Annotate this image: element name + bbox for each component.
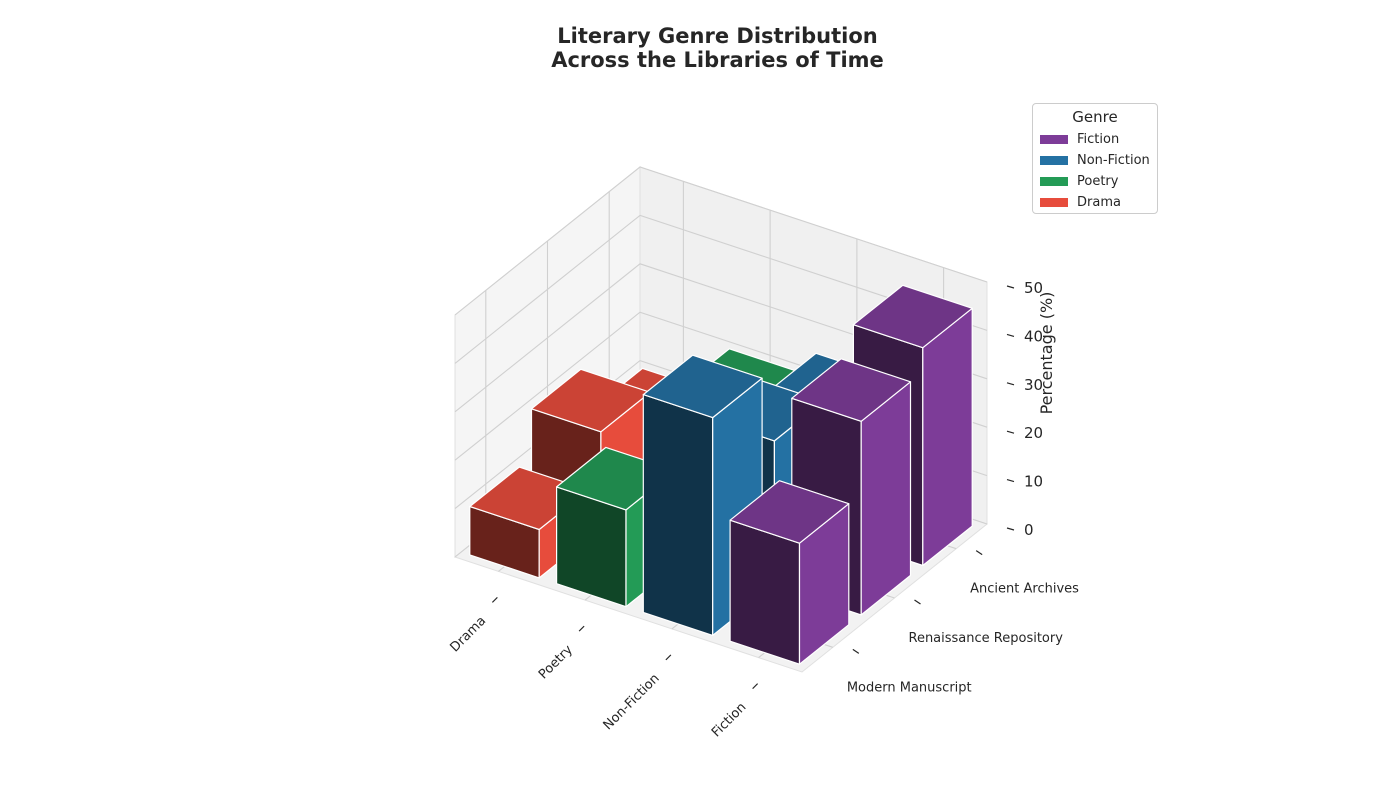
chart-title: Literary Genre Distribution Across the L…: [0, 24, 1400, 72]
z-tick: [1006, 285, 1015, 289]
z-tick: [1006, 527, 1015, 531]
library-tick-label: Modern Manuscript: [847, 680, 972, 695]
legend-label-poetry: Poetry: [1077, 174, 1119, 189]
legend-label-fiction: Fiction: [1077, 132, 1120, 147]
library-tick: [914, 599, 921, 605]
library-tick-label: Ancient Archives: [970, 582, 1079, 597]
legend-swatch-poetry: [1040, 177, 1068, 186]
z-tick: [1006, 430, 1015, 434]
chart-title-line-2: Across the Libraries of Time: [551, 48, 884, 72]
legend: Genre Fiction Non-Fiction Poetry Drama: [1032, 103, 1158, 214]
z-gridline: [454, 214, 988, 364]
legend-label-drama: Drama: [1077, 195, 1121, 210]
z-tick-label: 50: [1024, 279, 1043, 297]
legend-item-fiction: Fiction: [1033, 129, 1157, 150]
genre-tick: [578, 625, 585, 632]
genre-tick: [665, 654, 672, 661]
genre-tick: [491, 596, 498, 603]
legend-title: Genre: [1072, 108, 1118, 126]
z-tick-label: 20: [1024, 424, 1043, 442]
legend-item-drama: Drama: [1033, 192, 1157, 213]
library-tick: [975, 550, 983, 556]
z-tick-label: 40: [1024, 327, 1043, 345]
genre-tick: [752, 683, 759, 690]
z-axis-label: Percentage (%): [1037, 292, 1056, 415]
z-tick: [1006, 333, 1015, 337]
genre-tick-label: Fiction: [709, 700, 749, 740]
genre-tick-label: Poetry: [536, 642, 576, 682]
z-tick-label: 0: [1024, 521, 1034, 539]
z-tick-label: 10: [1024, 473, 1043, 491]
legend-item-non-fiction: Non-Fiction: [1033, 150, 1157, 171]
bar-fiction-modern-manuscript: [729, 480, 850, 665]
legend-swatch-non-fiction: [1040, 156, 1068, 165]
legend-swatch-fiction: [1040, 135, 1068, 144]
library-tick-label: Renaissance Repository: [909, 631, 1064, 646]
bar-non-fiction-modern-manuscript: [642, 354, 763, 637]
genre-tick-label: Drama: [448, 614, 490, 656]
legend-item-poetry: Poetry: [1033, 171, 1157, 192]
library-tick: [852, 648, 860, 654]
chart-title-line-1: Literary Genre Distribution: [557, 24, 878, 48]
z-tick-label: 30: [1024, 376, 1043, 394]
z-gridline: [454, 166, 988, 316]
legend-swatch-drama: [1040, 198, 1068, 207]
z-tick: [1006, 479, 1015, 483]
legend-label-non-fiction: Non-Fiction: [1077, 153, 1150, 168]
genre-tick-label: Non-Fiction: [601, 671, 663, 733]
z-tick: [1006, 382, 1015, 386]
